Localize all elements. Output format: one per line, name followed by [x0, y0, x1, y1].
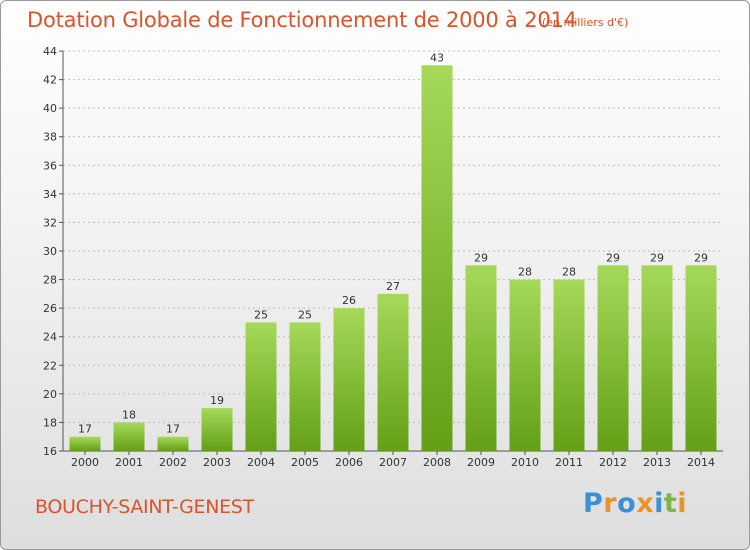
bar-value-label: 17 [78, 423, 92, 436]
y-tick-label: 18 [43, 416, 57, 429]
y-tick-label: 24 [43, 331, 57, 344]
y-tick-label: 32 [43, 216, 57, 229]
x-tick-label: 2001 [115, 456, 143, 469]
x-tick-label: 2014 [687, 456, 715, 469]
bar [377, 293, 409, 451]
logo-letter: x [636, 488, 655, 519]
bar-value-label: 28 [562, 266, 576, 279]
bar-value-label: 19 [210, 394, 224, 407]
bar-value-label: 17 [166, 423, 180, 436]
x-tick-label: 2012 [599, 456, 627, 469]
bar [157, 436, 189, 451]
bar [509, 279, 541, 451]
x-tick-label: 2003 [203, 456, 231, 469]
y-tick-label: 38 [43, 131, 57, 144]
chart-subtitle: (en milliers d'€) [542, 16, 629, 29]
bar-value-label: 43 [430, 51, 444, 64]
y-tick-label: 44 [43, 45, 57, 58]
x-tick-label: 2006 [335, 456, 363, 469]
x-tick-label: 2007 [379, 456, 407, 469]
bar [113, 422, 145, 451]
x-tick-label: 2010 [511, 456, 539, 469]
bar [641, 265, 673, 451]
bar [421, 65, 453, 452]
bar-value-label: 29 [694, 251, 708, 264]
proxiti-logo[interactable]: Proxiti [583, 488, 687, 519]
x-tick-label: 2008 [423, 456, 451, 469]
bar-value-label: 26 [342, 294, 356, 307]
bar-value-label: 18 [122, 408, 136, 421]
bar-value-label: 25 [298, 308, 312, 321]
y-tick-label: 16 [43, 445, 57, 458]
bar [69, 436, 101, 451]
y-tick-label: 40 [43, 102, 57, 115]
logo-letter: P [583, 488, 604, 519]
x-tick-label: 2013 [643, 456, 671, 469]
logo-letter: o [617, 488, 637, 519]
y-tick-label: 28 [43, 274, 57, 287]
bar [201, 408, 233, 451]
x-tick-label: 2009 [467, 456, 495, 469]
commune-name: BOUCHY-SAINT-GENEST [35, 496, 254, 518]
bar [685, 265, 717, 451]
bar [245, 322, 277, 451]
y-tick-label: 36 [43, 159, 57, 172]
bar [597, 265, 629, 451]
y-tick-label: 26 [43, 302, 57, 315]
bar-value-label: 29 [474, 251, 488, 264]
logo-letter: i [677, 488, 688, 519]
y-tick-label: 20 [43, 388, 57, 401]
x-tick-label: 2004 [247, 456, 275, 469]
bar [465, 265, 497, 451]
bar-value-label: 27 [386, 280, 400, 293]
y-tick-label: 22 [43, 359, 57, 372]
x-tick-label: 2011 [555, 456, 583, 469]
x-tick-label: 2000 [71, 456, 99, 469]
y-tick-label: 42 [43, 74, 57, 87]
bar [553, 279, 585, 451]
bar-value-label: 29 [650, 251, 664, 264]
x-tick-label: 2002 [159, 456, 187, 469]
bar [333, 308, 365, 451]
logo-letter: t [663, 488, 678, 519]
logo-letter: i [654, 488, 664, 519]
chart-title: Dotation Globale de Fonctionnement de 20… [27, 8, 577, 32]
bar-value-label: 25 [254, 308, 268, 321]
bar-value-label: 29 [606, 251, 620, 264]
y-tick-label: 34 [43, 188, 57, 201]
bar [289, 322, 321, 451]
logo-letter: r [603, 488, 618, 519]
y-tick-label: 30 [43, 245, 57, 258]
x-tick-label: 2005 [291, 456, 319, 469]
bar-value-label: 28 [518, 266, 532, 279]
